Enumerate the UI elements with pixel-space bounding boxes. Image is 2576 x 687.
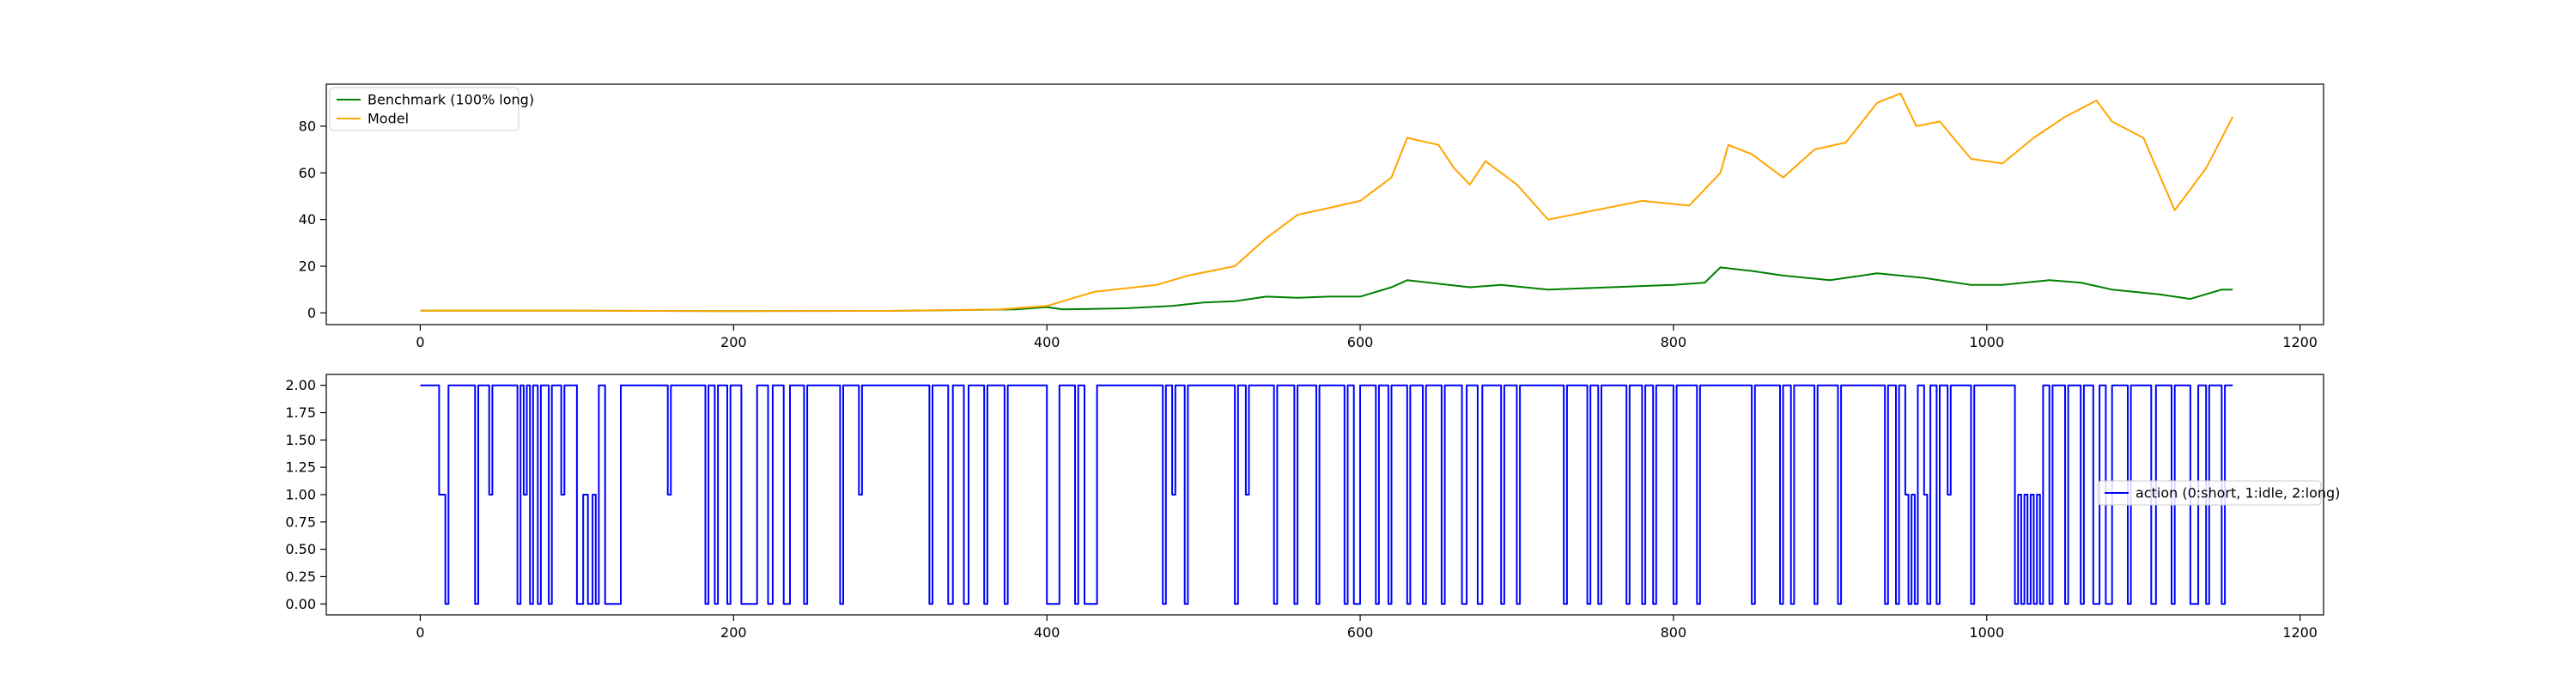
bottom-chart: 0 200 400 600 800 1000 1200 0.00 0.25 0.50 0.75 1.0… [285, 374, 2340, 641]
legend-label-0-0: Benchmark (100% long) [368, 92, 534, 108]
x-tick-label-1-6: 1200 [2282, 624, 2318, 641]
x-tick-label-1-4: 800 [1661, 624, 1687, 641]
series-line-0-1 [420, 92, 2234, 313]
y-tick-label-1-5: 1.25 [285, 459, 316, 476]
legend-1 [2097, 480, 2322, 506]
y-tick-label-1-4: 1.00 [285, 487, 316, 503]
y-tick-label-0-0: 0 [307, 305, 316, 321]
y-tick-label-1-7: 1.75 [285, 404, 316, 421]
legend-label-1-0: action (0:short, 1:idle, 2:long) [2136, 485, 2340, 502]
x-tick-label-0-3: 600 [1347, 334, 1374, 350]
y-tick-label-0-4: 80 [299, 118, 316, 134]
y-tick-label-1-2: 0.50 [285, 541, 316, 557]
axes-frame-0 [325, 83, 2324, 325]
series-line-1-0 [420, 384, 2233, 605]
x-tick-label-1-1: 200 [720, 624, 747, 641]
x-tick-label-1-0: 0 [416, 624, 424, 641]
top-chart: 0 200 400 600 800 1000 1200 0 20 40 60 80 Benchmark … [299, 83, 2324, 350]
y-tick-label-0-2: 40 [299, 211, 316, 228]
x-tick-label-0-4: 800 [1661, 334, 1687, 350]
y-tick-label-1-6: 1.50 [285, 432, 316, 448]
x-tick-label-0-6: 1200 [2282, 334, 2318, 350]
x-tick-label-0-5: 1000 [1969, 334, 2004, 350]
x-tick-label-0-0: 0 [416, 334, 424, 350]
x-tick-label-0-1: 200 [720, 334, 747, 350]
y-tick-label-1-8: 2.00 [285, 377, 316, 393]
legend-label-0-1: Model [368, 111, 409, 127]
x-tick-label-1-2: 400 [1034, 624, 1060, 641]
x-tick-label-1-3: 600 [1347, 624, 1374, 641]
y-tick-label-1-3: 0.75 [285, 514, 316, 530]
y-tick-label-1-1: 0.25 [285, 568, 316, 585]
legend-0 [329, 87, 519, 131]
x-tick-label-0-2: 400 [1034, 334, 1060, 350]
series-line-0-0 [420, 266, 2233, 313]
y-tick-label-1-0: 0.00 [285, 596, 316, 612]
y-tick-label-0-1: 20 [299, 258, 316, 275]
x-tick-label-1-5: 1000 [1969, 624, 2004, 641]
y-tick-label-0-3: 60 [299, 165, 316, 181]
